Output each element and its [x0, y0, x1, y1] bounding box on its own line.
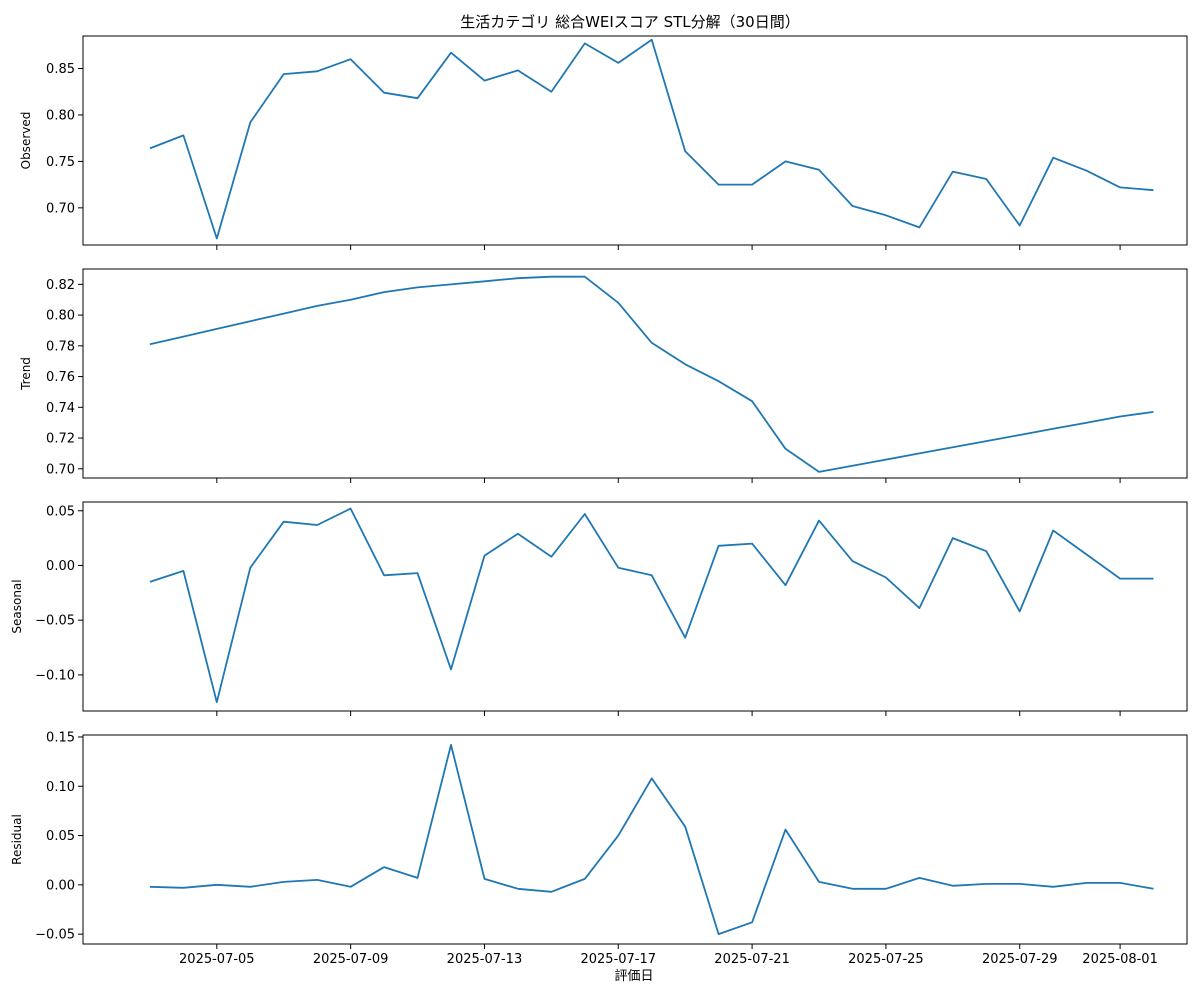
y-tick-label: 0.82: [46, 278, 75, 293]
y-tick-label: 0.70: [46, 462, 75, 477]
x-tick-label: 2025-08-01: [1082, 952, 1158, 967]
y-tick-label: 0.00: [46, 878, 75, 893]
panel-seasonal: −0.10 −0.05 0.00 0.05 Seasonal: [10, 501, 1188, 716]
y-tick-label: 0.85: [46, 62, 75, 77]
x-tick-label: 2025-07-09: [313, 952, 389, 967]
x-tick-label: 2025-07-21: [714, 952, 790, 967]
series-line-residual: [149, 744, 1154, 935]
series-line-trend: [149, 275, 1154, 473]
y-tick-label: 0.80: [46, 309, 75, 324]
x-tick-label: 2025-07-29: [982, 952, 1058, 967]
y-tick-label: 0.78: [46, 339, 75, 354]
chart-title: 生活カテゴリ 総合WEIスコア STL分解（30日間）: [460, 13, 799, 31]
x-tick-label: 2025-07-05: [179, 952, 255, 967]
x-tick-label: 2025-07-17: [580, 952, 656, 967]
y-tick-label: 0.74: [46, 401, 75, 416]
y-tick-label: 0.76: [46, 370, 75, 385]
plot-frame: [82, 501, 1188, 712]
plot-frame: [82, 268, 1188, 479]
panel-residual: −0.05 0.00 0.05 0.10 0.15 2025-07-05 2025-07-0…: [10, 730, 1188, 967]
panel-trend: 0.70 0.72 0.74 0.76 0.78 0.80 0.82 Trend: [19, 268, 1188, 483]
y-tick-label: 0.05: [46, 829, 75, 844]
y-tick-label: 0.72: [46, 432, 75, 447]
y-tick-label: 0.10: [46, 780, 75, 795]
y-axis-label: Seasonal: [10, 579, 24, 633]
x-tick-label: 2025-07-13: [447, 952, 523, 967]
plot-frame: [82, 35, 1188, 246]
y-tick-label: −0.05: [35, 928, 75, 943]
y-tick-label: 0.75: [46, 155, 75, 170]
x-tick-label: 2025-07-25: [848, 952, 924, 967]
y-tick-label: −0.05: [35, 614, 75, 629]
x-axis-label: 評価日: [614, 969, 653, 984]
plot-frame: [82, 734, 1188, 945]
y-tick-label: 0.70: [46, 201, 75, 216]
y-tick-label: 0.15: [46, 730, 75, 745]
series-line-seasonal: [149, 507, 1154, 704]
y-tick-label: 0.05: [46, 504, 75, 519]
y-axis-label: Trend: [19, 357, 33, 391]
panels-group: 0.70 0.75 0.80 0.85 Observed 0.70 0.72 0.74 0.76…: [10, 35, 1188, 967]
y-tick-label: 0.00: [46, 559, 75, 574]
panel-observed: 0.70 0.75 0.80 0.85 Observed: [19, 35, 1188, 250]
y-tick-label: −0.10: [35, 668, 75, 683]
y-tick-label: 0.80: [46, 108, 75, 123]
y-axis-label: Observed: [19, 112, 33, 170]
y-axis-label: Residual: [10, 814, 24, 865]
series-line-observed: [149, 38, 1154, 240]
